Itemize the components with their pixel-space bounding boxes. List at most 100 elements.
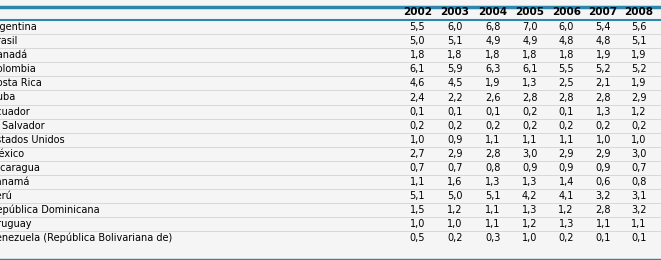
- Text: 1,0: 1,0: [631, 135, 646, 145]
- Text: República Dominicana: República Dominicana: [0, 205, 100, 215]
- Text: 2008: 2008: [625, 7, 653, 17]
- Text: 0,8: 0,8: [631, 177, 646, 187]
- Text: 1,1: 1,1: [485, 135, 500, 145]
- Text: 1,1: 1,1: [485, 205, 500, 215]
- Text: 0,8: 0,8: [485, 163, 500, 173]
- Text: 4,6: 4,6: [410, 79, 425, 88]
- Text: 1,6: 1,6: [447, 177, 463, 187]
- Text: 5,1: 5,1: [410, 191, 425, 201]
- Text: 2,1: 2,1: [596, 79, 611, 88]
- Text: 1,9: 1,9: [596, 50, 611, 60]
- Text: 3,0: 3,0: [631, 149, 646, 159]
- Text: 2003: 2003: [441, 7, 469, 17]
- Text: 1,0: 1,0: [522, 233, 537, 243]
- Text: 0,3: 0,3: [485, 233, 500, 243]
- Text: 1,2: 1,2: [631, 107, 646, 116]
- Text: 1,0: 1,0: [410, 219, 425, 229]
- Text: 2,9: 2,9: [559, 149, 574, 159]
- Text: 1,1: 1,1: [485, 219, 500, 229]
- Text: 7,0: 7,0: [522, 22, 537, 32]
- Text: 1,2: 1,2: [559, 205, 574, 215]
- Text: 1,0: 1,0: [447, 219, 463, 229]
- Text: 0,9: 0,9: [559, 163, 574, 173]
- Text: 0,7: 0,7: [410, 163, 425, 173]
- Text: 0,2: 0,2: [447, 233, 463, 243]
- Text: Colombia: Colombia: [0, 64, 36, 74]
- Text: 0,1: 0,1: [410, 107, 425, 116]
- Text: 2006: 2006: [552, 7, 580, 17]
- Text: 2,8: 2,8: [596, 93, 611, 102]
- Text: 6,3: 6,3: [485, 64, 500, 74]
- Text: 0,1: 0,1: [559, 107, 574, 116]
- Text: 6,8: 6,8: [485, 22, 500, 32]
- Text: 5,1: 5,1: [447, 36, 463, 46]
- Text: 5,0: 5,0: [410, 36, 425, 46]
- Text: 2,2: 2,2: [447, 93, 463, 102]
- Text: 4,8: 4,8: [596, 36, 611, 46]
- Text: 1,8: 1,8: [410, 50, 425, 60]
- Text: 5,2: 5,2: [631, 64, 646, 74]
- Text: 1,2: 1,2: [522, 219, 537, 229]
- Text: 6,1: 6,1: [522, 64, 537, 74]
- Text: 2,9: 2,9: [596, 149, 611, 159]
- Text: 2,9: 2,9: [631, 93, 646, 102]
- Text: 5,1: 5,1: [631, 36, 646, 46]
- Text: Panamá: Panamá: [0, 177, 30, 187]
- Text: 0,2: 0,2: [522, 121, 537, 131]
- Text: 4,9: 4,9: [485, 36, 500, 46]
- Text: 1,1: 1,1: [559, 135, 574, 145]
- Text: 3,0: 3,0: [522, 149, 537, 159]
- Text: 4,2: 4,2: [522, 191, 537, 201]
- Text: 1,9: 1,9: [485, 79, 500, 88]
- Text: 1,5: 1,5: [410, 205, 425, 215]
- Text: 1,1: 1,1: [410, 177, 425, 187]
- Text: 2007: 2007: [588, 7, 618, 17]
- Text: 1,3: 1,3: [559, 219, 574, 229]
- Text: 2,4: 2,4: [410, 93, 425, 102]
- Text: 0,7: 0,7: [631, 163, 646, 173]
- Text: 5,1: 5,1: [485, 191, 500, 201]
- Text: 1,9: 1,9: [631, 50, 646, 60]
- Text: 1,4: 1,4: [559, 177, 574, 187]
- Text: Uruguay: Uruguay: [0, 219, 32, 229]
- Text: 4,5: 4,5: [447, 79, 463, 88]
- Text: 0,2: 0,2: [559, 121, 574, 131]
- Text: 1,9: 1,9: [631, 79, 646, 88]
- Text: 2004: 2004: [478, 7, 508, 17]
- Text: Venezuela (República Bolivariana de): Venezuela (República Bolivariana de): [0, 233, 173, 243]
- Text: 1,8: 1,8: [559, 50, 574, 60]
- Text: 3,1: 3,1: [631, 191, 646, 201]
- Text: 2,8: 2,8: [485, 149, 500, 159]
- Text: 0,2: 0,2: [631, 121, 646, 131]
- Text: Estados Unidos: Estados Unidos: [0, 135, 65, 145]
- Text: 1,3: 1,3: [485, 177, 500, 187]
- Text: 0,2: 0,2: [485, 121, 500, 131]
- Text: 1,1: 1,1: [596, 219, 611, 229]
- Text: 1,3: 1,3: [522, 205, 537, 215]
- Text: 0,2: 0,2: [447, 121, 463, 131]
- Text: 5,0: 5,0: [447, 191, 463, 201]
- Text: 1,3: 1,3: [522, 79, 537, 88]
- Text: 0,1: 0,1: [631, 233, 646, 243]
- Text: 0,1: 0,1: [485, 107, 500, 116]
- Text: 5,9: 5,9: [447, 64, 463, 74]
- Text: 5,6: 5,6: [631, 22, 646, 32]
- Text: 1,3: 1,3: [596, 107, 611, 116]
- Text: 1,3: 1,3: [522, 177, 537, 187]
- Text: México: México: [0, 149, 24, 159]
- Text: 4,1: 4,1: [559, 191, 574, 201]
- Text: 1,0: 1,0: [596, 135, 611, 145]
- Text: 1,8: 1,8: [447, 50, 463, 60]
- Text: 4,9: 4,9: [522, 36, 537, 46]
- Text: El Salvador: El Salvador: [0, 121, 45, 131]
- Text: 6,0: 6,0: [559, 22, 574, 32]
- Text: 1,8: 1,8: [522, 50, 537, 60]
- Text: 0,5: 0,5: [410, 233, 425, 243]
- Text: 0,2: 0,2: [410, 121, 425, 131]
- Text: 5,5: 5,5: [559, 64, 574, 74]
- Text: 1,2: 1,2: [447, 205, 463, 215]
- Text: 1,1: 1,1: [631, 219, 646, 229]
- Text: 0,2: 0,2: [596, 121, 611, 131]
- Text: 0,9: 0,9: [447, 135, 463, 145]
- Text: 0,9: 0,9: [522, 163, 537, 173]
